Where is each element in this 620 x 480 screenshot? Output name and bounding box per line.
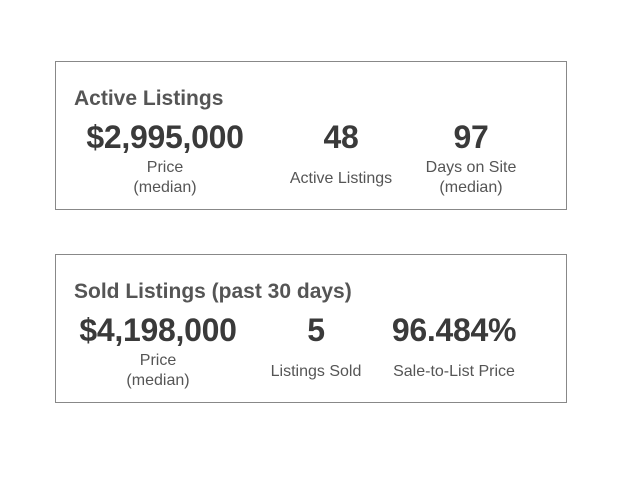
active-listings-title: Active Listings: [74, 87, 224, 110]
sold-listings-title: Sold Listings (past 30 days): [74, 280, 352, 303]
active-days-on-site-value: 97: [453, 119, 489, 155]
sold-median-price-stat: $4,198,000 Price (median): [79, 311, 236, 391]
active-listings-count-label: Active Listings: [289, 170, 393, 187]
active-listings-card: Active Listings $2,995,000 Price (median…: [55, 61, 567, 210]
active-days-on-site-label: Days on Site (median): [425, 159, 517, 196]
sale-to-list-stat: 96.484% Sale-to-List Price: [391, 311, 517, 382]
active-median-price-stat: $2,995,000 Price (median): [86, 118, 243, 198]
active-days-on-site-stat: 97 Days on Site (median): [426, 118, 517, 198]
sold-listings-count-value: 5: [307, 312, 325, 348]
sale-to-list-label: Sale-to-List Price: [393, 363, 515, 380]
active-listings-count-stat: 48 Active Listings: [290, 118, 392, 189]
sold-listings-card: Sold Listings (past 30 days) $4,198,000 …: [55, 254, 567, 403]
active-median-price-label: Price (median): [133, 159, 197, 196]
active-median-price-value: $2,995,000: [86, 119, 244, 155]
sale-to-list-value: 96.484%: [391, 312, 517, 348]
sold-median-price-label: Price (median): [126, 352, 190, 389]
sold-median-price-value: $4,198,000: [79, 312, 237, 348]
active-listings-count-value: 48: [323, 119, 359, 155]
sold-listings-count-label: Listings Sold: [270, 363, 362, 380]
sold-listings-count-stat: 5 Listings Sold: [271, 311, 362, 382]
